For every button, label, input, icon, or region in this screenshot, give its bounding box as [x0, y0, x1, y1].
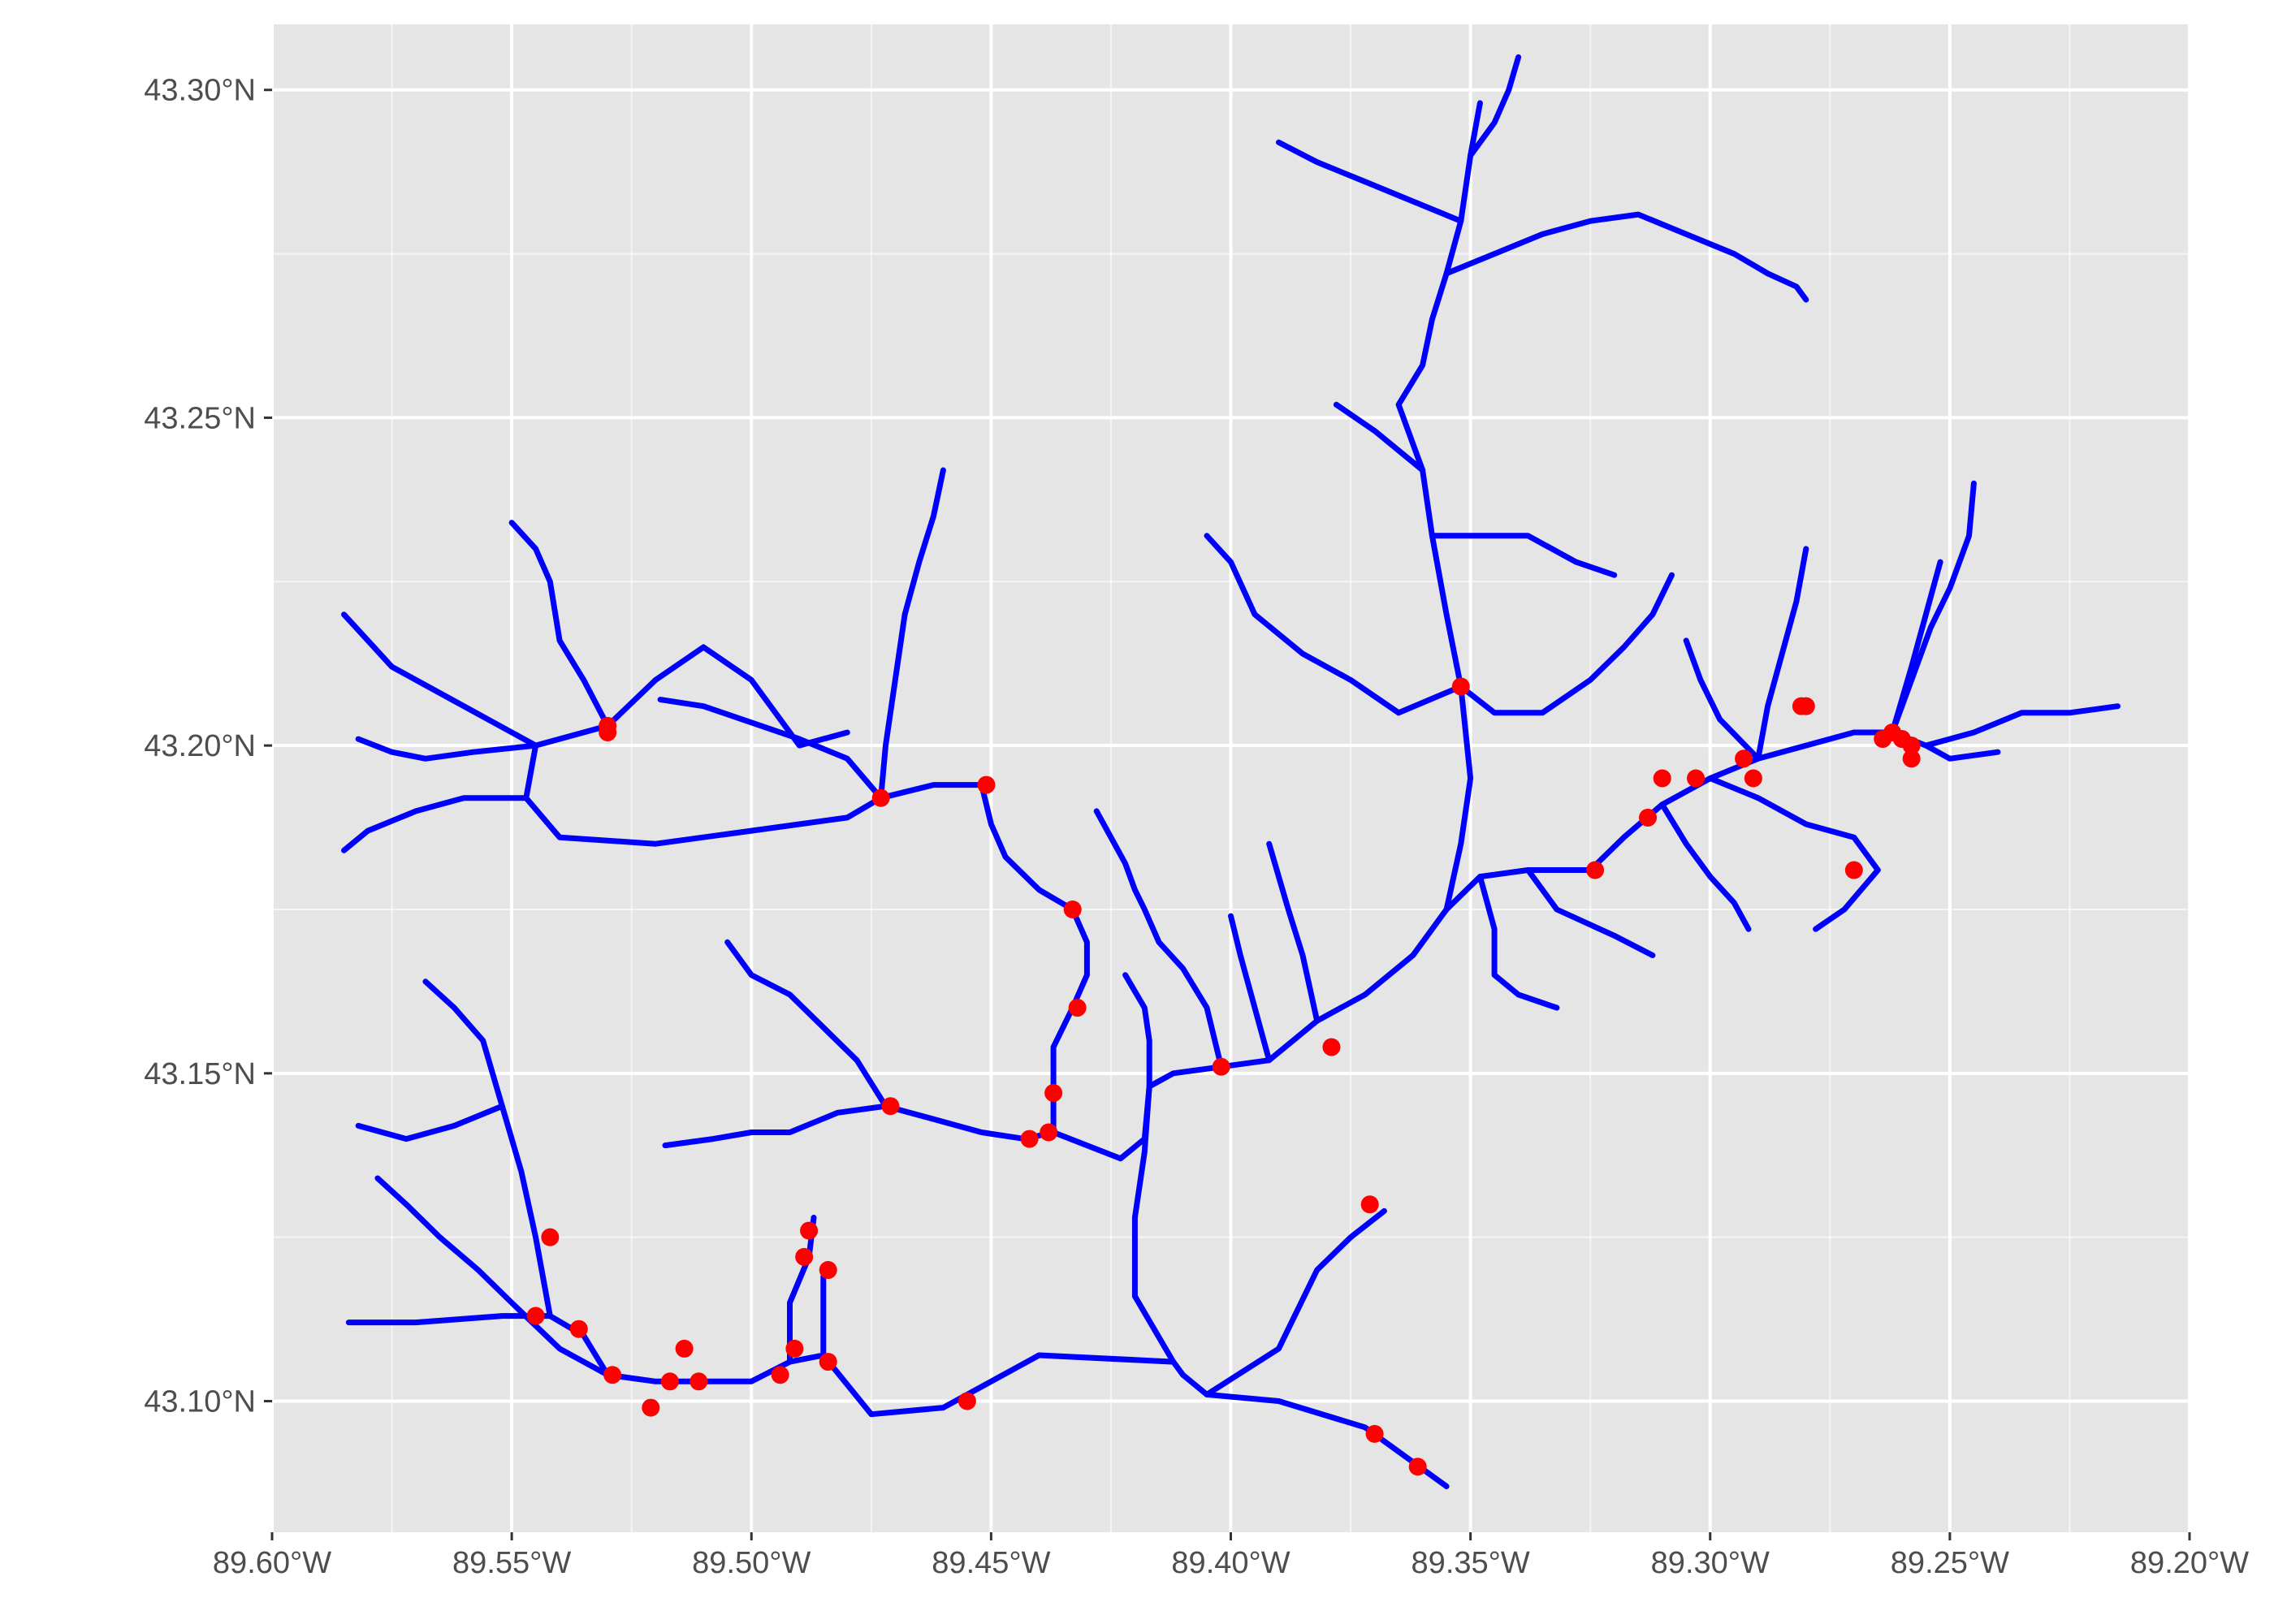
sample-point: [599, 723, 617, 741]
x-tick-label: 89.40°W: [1171, 1546, 1290, 1580]
sample-point: [819, 1261, 837, 1280]
stream-segment: [1333, 401, 1426, 473]
sample-point: [958, 1392, 976, 1410]
sample-point: [541, 1228, 560, 1246]
sample-point: [526, 1307, 545, 1325]
stream-segment: [341, 795, 530, 853]
stream-segment: [1204, 533, 1464, 716]
y-tick-label: 43.20°N: [144, 729, 256, 763]
sample-point: [1639, 808, 1658, 827]
sample-point: [800, 1221, 819, 1240]
sample-point: [871, 788, 890, 807]
stream-segment: [1458, 572, 1675, 716]
sample-point: [1408, 1458, 1427, 1476]
sample-point: [1586, 861, 1605, 879]
sample-point: [675, 1339, 694, 1358]
sample-point: [642, 1398, 660, 1417]
y-tick-label: 43.15°N: [144, 1057, 256, 1091]
sample-point: [881, 1097, 900, 1116]
stream-segment: [1922, 703, 2121, 749]
x-tick-label: 89.20°W: [2130, 1546, 2249, 1580]
sample-point: [795, 1247, 814, 1266]
sample-point: [1068, 999, 1087, 1017]
sample-point: [1322, 1038, 1341, 1056]
stream-segment: [878, 467, 946, 801]
grid-lines-major: [270, 24, 2191, 1532]
stream-segment: [355, 1103, 505, 1142]
sample-point: [1365, 1424, 1384, 1443]
x-tick-label: 89.50°W: [692, 1546, 811, 1580]
stream-segment: [1889, 559, 1943, 736]
stream-segment: [1204, 1207, 1387, 1397]
sample-point: [819, 1353, 837, 1371]
stream-segment: [1276, 139, 1464, 224]
stream-segment: [1266, 840, 1321, 1024]
sample-point: [603, 1366, 622, 1384]
sample-points: [526, 677, 1921, 1476]
stream-segment: [345, 1313, 1450, 1489]
stream-segment: [1122, 972, 1152, 1090]
stream-segment: [724, 939, 888, 1109]
sample-point: [1040, 1123, 1058, 1142]
stream-segment: [1683, 637, 1762, 762]
stream-segment: [1468, 54, 1522, 158]
stream-segment: [341, 611, 539, 749]
sample-point: [1744, 769, 1762, 788]
sample-point: [785, 1339, 804, 1358]
sample-point: [977, 775, 996, 794]
stream-segment: [1443, 211, 1809, 303]
stream-segment: [1525, 867, 1656, 958]
stream-segment: [1707, 775, 1881, 932]
y-axis: 43.10°N 43.15°N 43.20°N 43.25°N 43.30°N: [144, 74, 272, 1419]
stream-segment: [662, 1083, 1152, 1162]
stream-segment: [1093, 808, 1225, 1070]
x-tick-label: 89.60°W: [213, 1546, 331, 1580]
stream-segment: [1476, 874, 1560, 1011]
sample-point: [569, 1320, 588, 1338]
stream-segment: [657, 697, 884, 801]
sample-point: [1687, 769, 1706, 788]
sample-point: [1360, 1195, 1379, 1214]
sample-point: [1020, 1129, 1039, 1148]
y-tick-label: 43.10°N: [144, 1385, 256, 1419]
x-tick-label: 89.25°W: [1891, 1546, 2009, 1580]
sample-point: [1735, 749, 1753, 768]
stream-segment: [1659, 801, 1752, 932]
stream-segment: [1429, 533, 1618, 578]
x-tick-label: 89.45°W: [932, 1546, 1050, 1580]
sample-point: [1796, 697, 1815, 715]
sample-point: [1212, 1057, 1230, 1076]
sample-point: [1653, 769, 1671, 788]
stream-segment: [508, 520, 611, 729]
y-tick-label: 43.25°N: [144, 401, 256, 435]
stream-segment: [1755, 546, 1809, 762]
sample-point: [1044, 1084, 1063, 1103]
x-tick-label: 89.35°W: [1412, 1546, 1530, 1580]
sample-point: [1451, 677, 1470, 696]
sample-point: [690, 1372, 708, 1391]
stream-segment: [1228, 913, 1273, 1064]
stream-segment: [523, 644, 1090, 1135]
x-tick-label: 89.55°W: [452, 1546, 571, 1580]
stream-segment: [1889, 480, 1977, 736]
stream-network: [341, 54, 2121, 1489]
stream-segment: [374, 1175, 611, 1378]
sample-point: [771, 1366, 789, 1384]
stream-segment: [355, 736, 539, 762]
sample-point: [1902, 736, 1921, 755]
sample-point: [660, 1372, 679, 1391]
y-tick-label: 43.30°N: [144, 74, 256, 108]
sample-point: [1902, 749, 1921, 768]
stream-segment: [1395, 100, 1483, 913]
sample-point: [1063, 900, 1082, 918]
x-tick-label: 89.30°W: [1651, 1546, 1770, 1580]
x-axis: 89.60°W 89.55°W 89.50°W 89.45°W 89.40°W 89.35…: [213, 1532, 2249, 1580]
sample-point: [1844, 861, 1863, 879]
